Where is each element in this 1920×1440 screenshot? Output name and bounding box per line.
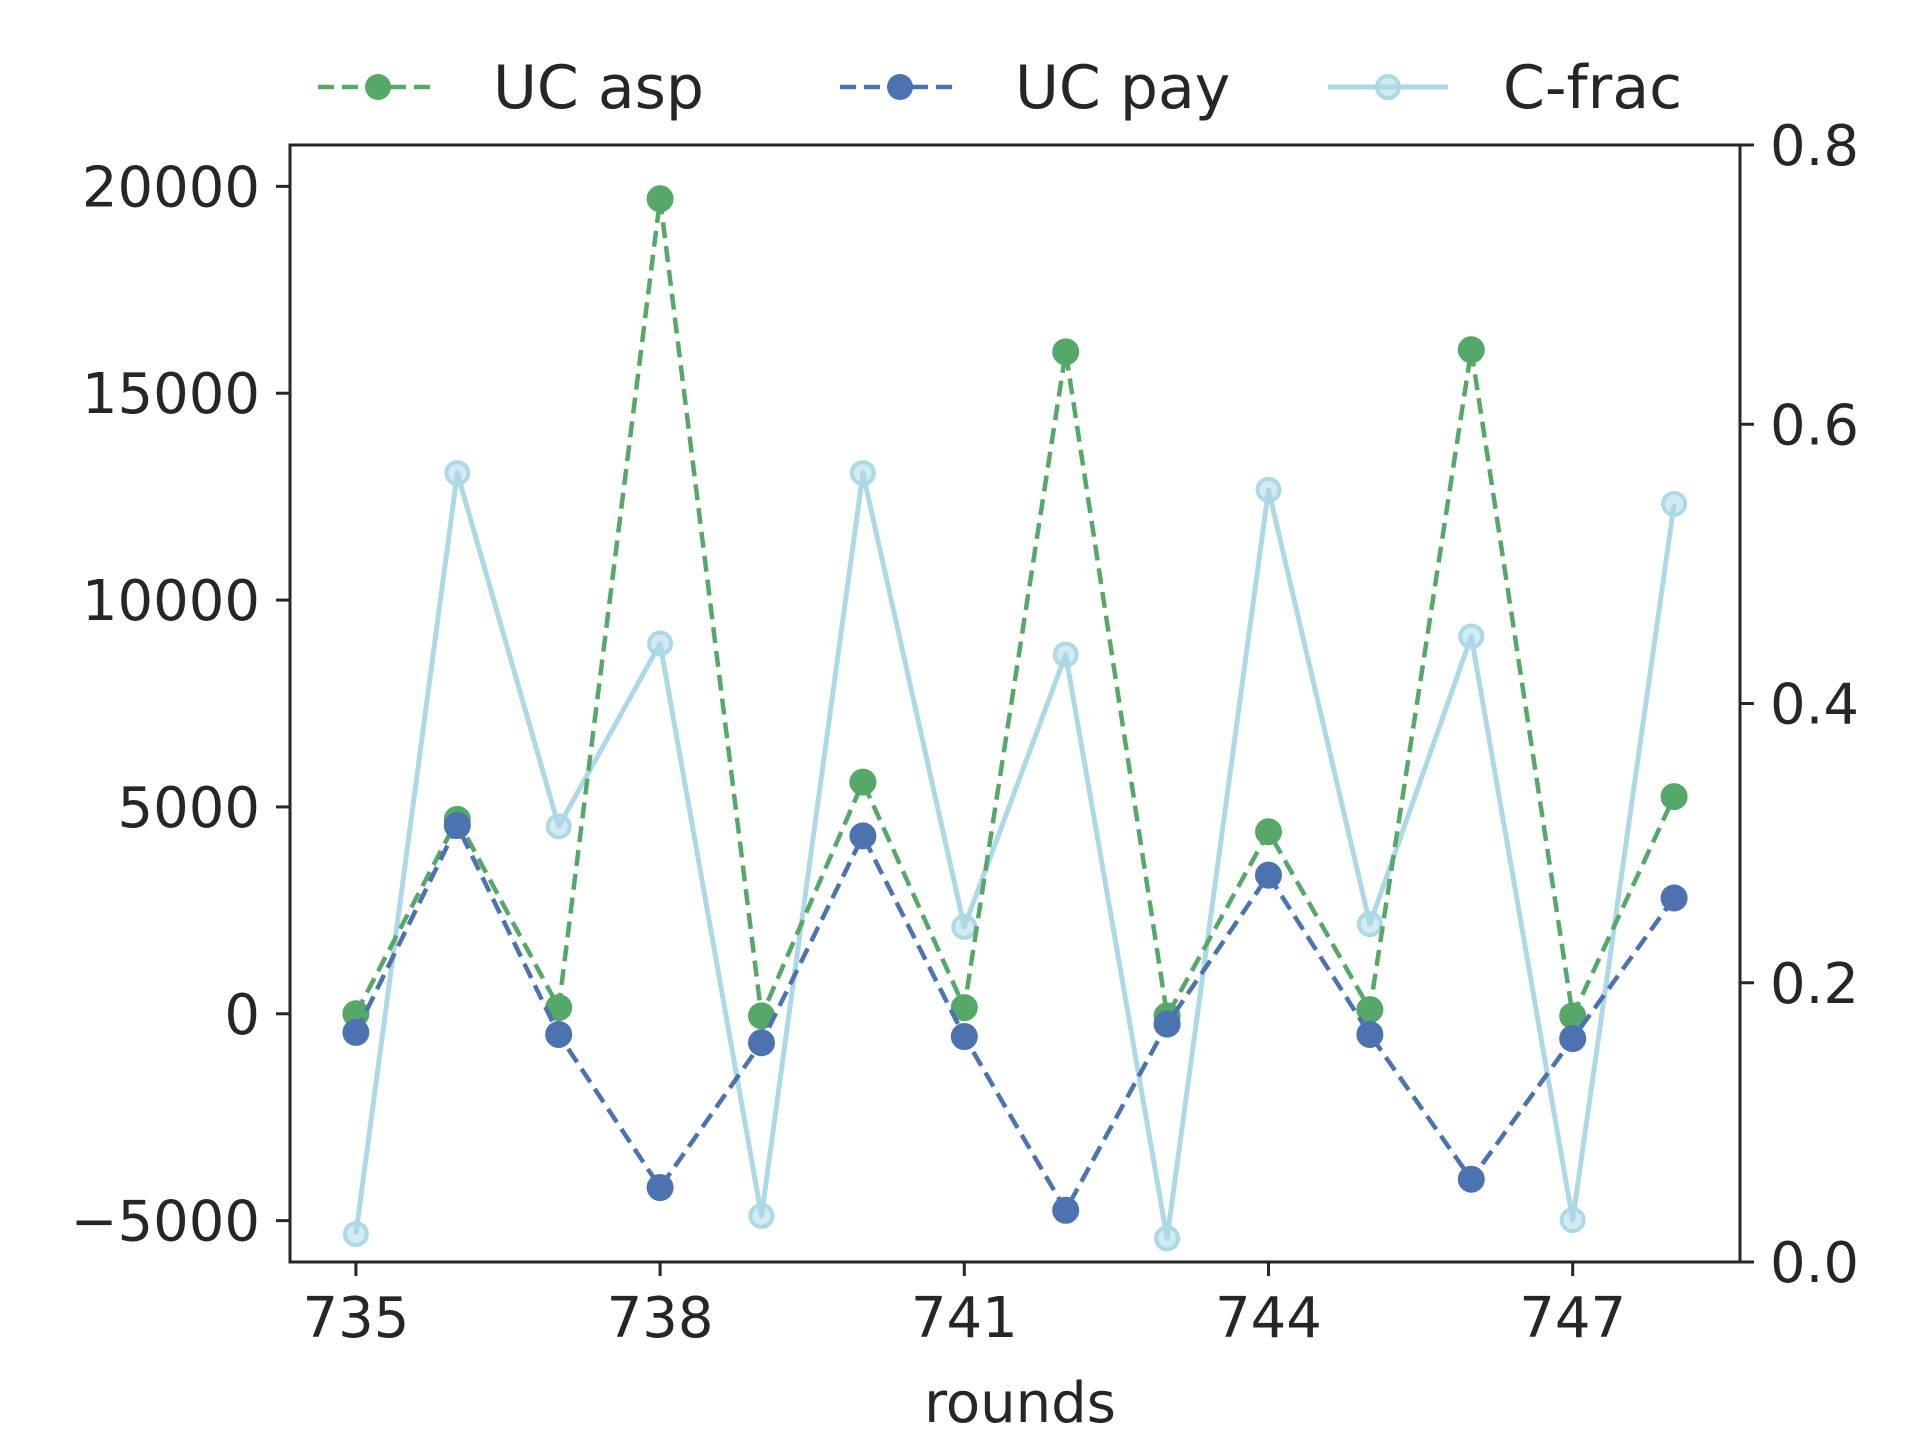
- legend-label-uc-pay: UC pay: [1015, 53, 1230, 123]
- data-point-c-frac: [1661, 490, 1688, 517]
- data-point-uc-asp: [1660, 783, 1688, 811]
- series-layer: [342, 185, 1688, 1252]
- plot-frame: [288, 143, 1742, 1264]
- legend-label-uc-asp: UC asp: [493, 53, 704, 123]
- data-point-c-frac: [1154, 1225, 1181, 1252]
- series-line-c-frac: [353, 470, 1677, 1241]
- data-point-uc-pay: [1457, 1165, 1485, 1193]
- data-point-uc-pay: [1356, 1020, 1384, 1048]
- series-line-uc-pay: [353, 823, 1676, 1213]
- x-tick-label: 741: [911, 1286, 1018, 1351]
- legend: UC asp UC pay C-frac: [318, 53, 1682, 123]
- y-right-tick-label: 0.8: [1770, 114, 1859, 179]
- data-point-uc-asp: [950, 994, 978, 1022]
- data-point-uc-pay: [1052, 1196, 1080, 1224]
- data-point-c-frac: [545, 813, 572, 840]
- data-point-uc-asp: [1457, 336, 1485, 364]
- data-point-c-frac: [1458, 623, 1485, 650]
- x-tick-label: 747: [1519, 1286, 1626, 1351]
- legend-marker-c-frac: [1375, 74, 1401, 100]
- y-left-tick-label: 0: [224, 983, 260, 1048]
- axes-layer: 735 738 741 744 747 20000 15000 10000 5000 0 −5000…: [71, 114, 1860, 1436]
- data-point-c-frac: [951, 913, 978, 940]
- data-point-uc-pay: [443, 812, 471, 840]
- series-line-uc-asp: [353, 196, 1677, 1019]
- data-point-uc-pay: [545, 1020, 573, 1048]
- y-right-tick-label: 0.2: [1770, 952, 1859, 1017]
- data-point-c-frac: [342, 1221, 369, 1248]
- data-point-uc-asp: [646, 185, 674, 213]
- data-point-uc-asp: [1052, 338, 1080, 366]
- data-point-uc-asp: [1254, 818, 1282, 846]
- data-point-uc-pay: [342, 1018, 370, 1046]
- x-tick-label: 744: [1215, 1286, 1322, 1351]
- data-point-c-frac: [1559, 1207, 1586, 1234]
- data-point-c-frac: [647, 630, 674, 657]
- legend-label-c-frac: C-frac: [1503, 53, 1682, 123]
- data-point-c-frac: [1356, 911, 1383, 938]
- data-point-c-frac: [444, 460, 471, 487]
- data-point-uc-pay: [950, 1023, 978, 1051]
- y-left-tick-label: 15000: [82, 362, 260, 427]
- data-point-c-frac: [1255, 476, 1282, 503]
- y-left-tick-label: −5000: [71, 1190, 260, 1255]
- data-point-uc-pay: [1254, 861, 1282, 889]
- legend-marker-uc-pay: [887, 74, 913, 100]
- data-point-uc-pay: [849, 822, 877, 850]
- data-point-uc-pay: [1153, 1010, 1181, 1038]
- data-point-uc-pay: [1559, 1025, 1587, 1053]
- data-point-uc-pay: [748, 1029, 776, 1057]
- y-left-tick-label: 5000: [117, 776, 260, 841]
- y-right-tick-label: 0.4: [1770, 673, 1859, 738]
- data-point-uc-asp: [849, 768, 877, 796]
- y-right-tick-label: 0.6: [1770, 393, 1859, 458]
- x-tick-label: 735: [302, 1286, 409, 1351]
- y-left-tick-label: 10000: [82, 569, 260, 634]
- x-tick-label: 738: [607, 1286, 714, 1351]
- y-left-tick-label: 20000: [82, 155, 260, 220]
- x-axis-title: rounds: [924, 1371, 1116, 1436]
- y-right-tick-label: 0.0: [1770, 1231, 1859, 1296]
- data-point-c-frac: [1052, 641, 1079, 668]
- data-point-c-frac: [849, 460, 876, 487]
- data-point-c-frac: [748, 1202, 775, 1229]
- legend-marker-uc-asp: [365, 74, 391, 100]
- data-point-uc-pay: [1660, 884, 1688, 912]
- data-point-uc-pay: [646, 1174, 674, 1202]
